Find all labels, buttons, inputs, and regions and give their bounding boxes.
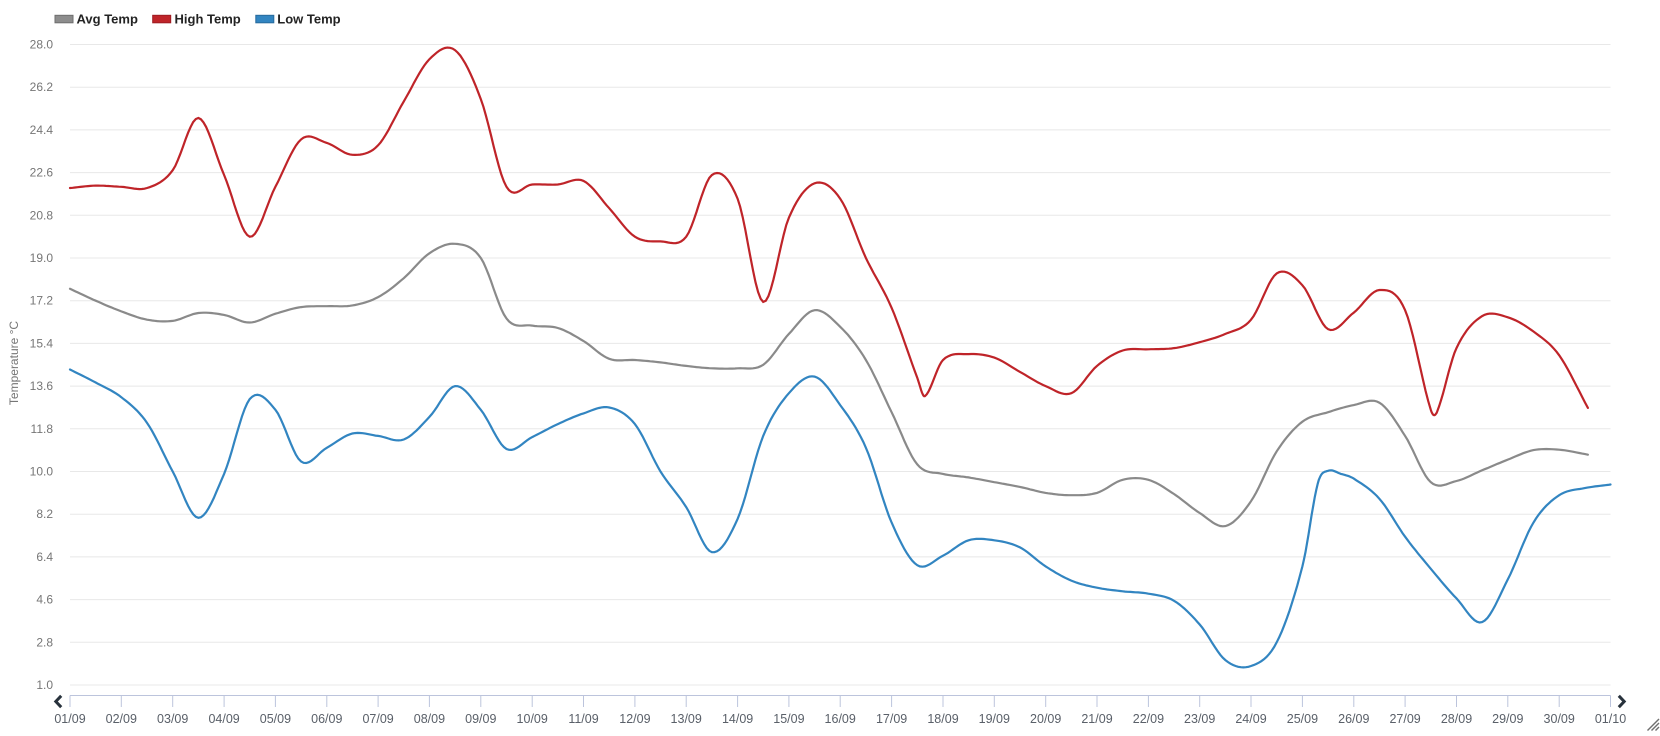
svg-text:19/09: 19/09 [979,712,1010,726]
svg-text:02/09: 02/09 [106,712,137,726]
svg-text:09/09: 09/09 [465,712,496,726]
svg-text:13/09: 13/09 [671,712,702,726]
svg-text:21/09: 21/09 [1081,712,1112,726]
svg-text:22.6: 22.6 [30,166,54,180]
svg-text:11/09: 11/09 [568,712,598,726]
svg-text:20.8: 20.8 [30,208,54,222]
svg-text:4.6: 4.6 [36,593,53,607]
svg-text:12/09: 12/09 [619,712,650,726]
svg-text:18/09: 18/09 [927,712,958,726]
svg-text:24.4: 24.4 [30,123,54,137]
svg-text:1.0: 1.0 [36,678,53,692]
svg-text:07/09: 07/09 [362,712,393,726]
svg-text:26/09: 26/09 [1338,712,1369,726]
svg-text:10/09: 10/09 [517,712,548,726]
svg-text:05/09: 05/09 [260,712,291,726]
svg-text:29/09: 29/09 [1492,712,1523,726]
svg-text:19.0: 19.0 [30,251,54,265]
svg-text:11.8: 11.8 [31,422,54,436]
svg-text:8.2: 8.2 [36,507,53,521]
svg-text:26.2: 26.2 [30,80,54,94]
svg-text:03/09: 03/09 [157,712,188,726]
svg-text:01/10: 01/10 [1595,712,1626,726]
svg-text:01/09: 01/09 [54,712,85,726]
svg-text:06/09: 06/09 [311,712,342,726]
svg-text:27/09: 27/09 [1389,712,1420,726]
svg-text:20/09: 20/09 [1030,712,1061,726]
svg-text:28/09: 28/09 [1441,712,1472,726]
svg-text:6.4: 6.4 [36,550,53,564]
svg-text:14/09: 14/09 [722,712,753,726]
svg-text:13.6: 13.6 [30,379,54,393]
svg-text:22/09: 22/09 [1133,712,1164,726]
svg-text:10.0: 10.0 [30,465,54,479]
svg-text:17/09: 17/09 [876,712,907,726]
svg-text:30/09: 30/09 [1544,712,1575,726]
svg-text:15.4: 15.4 [30,336,54,350]
svg-text:08/09: 08/09 [414,712,445,726]
svg-text:16/09: 16/09 [825,712,856,726]
svg-text:04/09: 04/09 [208,712,239,726]
svg-text:28.0: 28.0 [30,38,54,52]
svg-text:Low Temp: Low Temp [277,12,340,27]
svg-text:17.2: 17.2 [30,294,54,308]
svg-text:23/09: 23/09 [1184,712,1215,726]
svg-text:25/09: 25/09 [1287,712,1318,726]
svg-text:24/09: 24/09 [1235,712,1266,726]
svg-text:High Temp: High Temp [175,12,241,27]
svg-text:Temperature °C: Temperature °C [7,321,21,405]
svg-text:Avg Temp: Avg Temp [77,12,138,27]
svg-text:2.8: 2.8 [36,635,53,649]
svg-text:15/09: 15/09 [773,712,804,726]
